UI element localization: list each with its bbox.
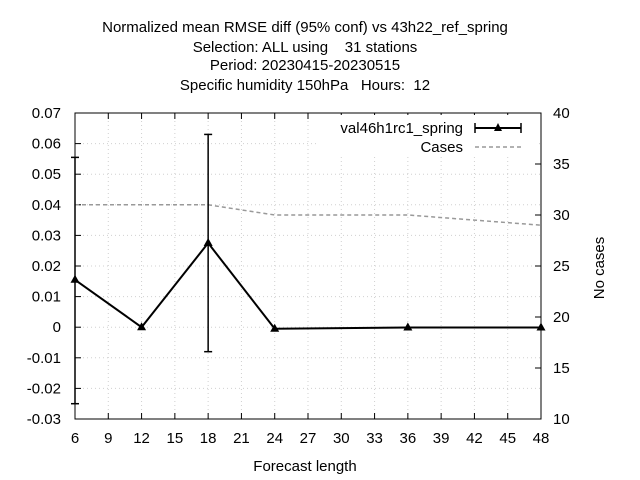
- x-tick-label: 18: [200, 430, 217, 447]
- y-tick-label: 0.03: [32, 227, 61, 244]
- y-tick-label: 0.01: [32, 289, 61, 306]
- series-line-main: [74, 241, 541, 330]
- y-tick-label: -0.02: [27, 380, 61, 397]
- series: [70, 133, 546, 405]
- data-point: [403, 322, 413, 331]
- y-tick-label: 0.06: [32, 136, 61, 153]
- grid: [75, 113, 541, 419]
- title-line-3: Period: 20230415-20230515: [210, 57, 400, 74]
- title-line-2: Selection: ALL using 31 stations: [193, 39, 418, 56]
- data-point: [536, 322, 546, 331]
- title-line-4: Specific humidity 150hPa Hours: 12: [180, 77, 430, 94]
- y2-tick-label: 35: [553, 156, 570, 173]
- y2-tick-label: 15: [553, 360, 570, 377]
- y-tick-label: 0.05: [32, 166, 61, 183]
- x-tick-label: 21: [233, 430, 250, 447]
- y2-tick-label: 30: [553, 207, 570, 224]
- x-tick-label: 12: [133, 430, 150, 447]
- y-tick-label: 0: [53, 319, 61, 336]
- legend-label-series-2: Cases: [420, 139, 463, 156]
- x-tick-label: 45: [499, 430, 516, 447]
- y-tick-label: 0.04: [32, 197, 61, 214]
- y2-tick-label: 25: [553, 258, 570, 275]
- x-tick-label: 42: [466, 430, 483, 447]
- x-tick-label: 24: [266, 430, 283, 447]
- title-line-1: Normalized mean RMSE diff (95% conf) vs …: [102, 19, 508, 36]
- data-point: [203, 238, 213, 247]
- chart-title: Normalized mean RMSE diff (95% conf) vs …: [102, 19, 508, 94]
- y-tick-label: -0.03: [27, 411, 61, 428]
- legend-box: [318, 115, 538, 157]
- x-tick-label: 48: [533, 430, 550, 447]
- x-tick-label: 9: [104, 430, 112, 447]
- axis-ticks: 6 9 12 15 18 21 24 27 30 33 36 39 42 45 48 -0.03 -0.02 -0…: [27, 105, 570, 447]
- y2-tick-label: 10: [553, 411, 570, 428]
- x-tick-label: 39: [433, 430, 450, 447]
- series-line-cases: [75, 204, 542, 226]
- y2-tick-label: 40: [553, 105, 570, 122]
- y2-axis-label: No cases: [591, 237, 608, 300]
- x-tick-label: 27: [300, 430, 317, 447]
- legend-swatch-series-1: [474, 123, 522, 133]
- data-point: [270, 323, 280, 332]
- x-axis-label: Forecast length: [253, 458, 356, 475]
- y2-tick-label: 20: [553, 309, 570, 326]
- x-tick-label: 36: [400, 430, 417, 447]
- data-point: [70, 274, 80, 283]
- x-tick-label: 6: [71, 430, 79, 447]
- y-tick-label: 0.02: [32, 258, 61, 275]
- x-tick-label: 15: [167, 430, 184, 447]
- x-tick-label: 30: [333, 430, 350, 447]
- legend: val46h1rc1_spring Cases: [318, 115, 538, 157]
- y-tick-label: 0.07: [32, 105, 61, 122]
- legend-label-series-1: val46h1rc1_spring: [340, 120, 463, 137]
- data-point: [137, 322, 147, 331]
- x-tick-label: 33: [366, 430, 383, 447]
- y-tick-label: -0.01: [27, 350, 61, 367]
